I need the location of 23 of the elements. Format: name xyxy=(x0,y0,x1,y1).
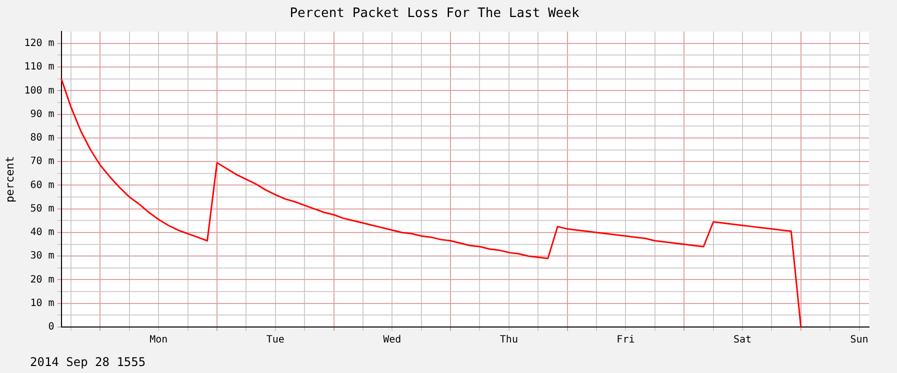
y-tick-label: 40 m xyxy=(30,227,54,238)
x-tick-label: Tue xyxy=(266,334,284,346)
y-tick-label: 50 m xyxy=(30,203,54,214)
x-tick-label: Sun xyxy=(850,334,868,346)
y-tick-label: 30 m xyxy=(30,250,54,262)
y-tick-label: 100 m xyxy=(24,85,54,96)
x-tick-label: Thu xyxy=(500,334,518,346)
y-axis-title: percent xyxy=(3,156,16,202)
x-tick-label: Sat xyxy=(733,334,752,346)
y-tick-label: 0 xyxy=(48,322,54,333)
y-tick-label: 80 m xyxy=(30,132,54,144)
x-tick-label: Mon xyxy=(150,334,168,346)
y-tick-label: 110 m xyxy=(24,62,54,73)
x-tick-label: Wed xyxy=(383,334,402,346)
y-tick-label: 10 m xyxy=(30,298,54,309)
x-tick-label: Fri xyxy=(616,334,635,346)
y-tick-label: 90 m xyxy=(30,108,54,120)
y-tick-label: 20 m xyxy=(30,274,54,286)
y-tick-label: 60 m xyxy=(30,180,54,191)
y-tick-label: 120 m xyxy=(24,38,54,50)
y-tick-label: 70 m xyxy=(30,156,54,168)
text: 2014 Sep 28 1555 xyxy=(30,355,146,370)
chart-title: Percent Packet Loss For The Last Week xyxy=(290,6,580,22)
